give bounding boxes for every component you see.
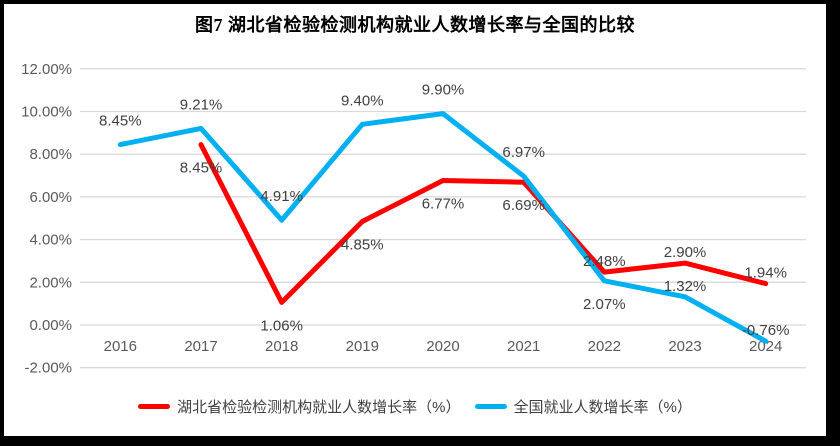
- x-axis-tick-label: 2023: [668, 338, 701, 355]
- hubei-series-line: [198, 142, 769, 305]
- y-axis-tick-label: 6.00%: [29, 189, 72, 206]
- line-chart: 12.00% 10.00% 8.00% 6.00% 4.00% 2.00% 0.00% -2.…: [21, 61, 806, 377]
- data-label: 1.06%: [260, 317, 303, 334]
- legend-item-hubei: 湖北省检验检测机构就业人数增长率（%）: [138, 396, 461, 417]
- y-axis-tick-label: 8.00%: [29, 146, 72, 163]
- x-axis-tick-label: 2022: [588, 338, 621, 355]
- data-label: 9.90%: [422, 82, 465, 99]
- data-label: 6.77%: [422, 196, 465, 213]
- x-axis-tick-label: 2017: [184, 338, 217, 355]
- national-series-marker-icon: [474, 403, 507, 409]
- data-label: -0.76%: [742, 322, 790, 339]
- data-label: 1.94%: [744, 265, 787, 282]
- national-series-line: [117, 111, 769, 344]
- data-label: 4.91%: [260, 188, 303, 205]
- data-label: 2.90%: [664, 244, 707, 261]
- data-label: 1.32%: [664, 278, 707, 295]
- chart-title: 图7 湖北省检验检测机构就业人数增长率与全国的比较: [195, 15, 635, 35]
- y-axis-tick-label: 2.00%: [29, 274, 72, 291]
- data-label: 2.48%: [583, 253, 626, 270]
- x-axis-tick-label: 2016: [104, 338, 137, 355]
- hubei-series-marker-icon: [138, 403, 171, 409]
- data-label: 9.40%: [341, 92, 384, 109]
- x-axis-tick-label: 2020: [426, 338, 459, 355]
- data-label: 8.45%: [180, 160, 223, 177]
- y-axis-tick-label: -2.00%: [24, 360, 72, 377]
- data-label: 6.69%: [502, 197, 545, 214]
- chart-legend: 湖北省检验检测机构就业人数增长率（%） 全国就业人数增长率（%）: [4, 395, 826, 417]
- x-axis-tick-label: 2019: [346, 338, 379, 355]
- legend-label-hubei: 湖北省检验检测机构就业人数增长率（%）: [177, 398, 461, 416]
- data-label: 4.85%: [341, 237, 384, 254]
- legend-item-national: 全国就业人数增长率（%）: [474, 396, 692, 417]
- x-axis-tick-label: 2018: [265, 338, 298, 355]
- y-axis-tick-label: 0.00%: [29, 317, 72, 334]
- y-axis-tick-label: 4.00%: [29, 232, 72, 249]
- y-axis-tick-label: 10.00%: [21, 104, 72, 121]
- data-label: 9.21%: [180, 96, 223, 113]
- x-axis-tick-label: 2021: [507, 338, 540, 355]
- x-axis-tick-label: 2024: [749, 338, 782, 355]
- data-label: 6.97%: [502, 144, 545, 161]
- data-label: 8.45%: [99, 113, 142, 130]
- y-axis-tick-label: 12.00%: [21, 61, 72, 78]
- data-label: 2.07%: [583, 296, 626, 313]
- legend-label-national: 全国就业人数增长率（%）: [513, 398, 692, 416]
